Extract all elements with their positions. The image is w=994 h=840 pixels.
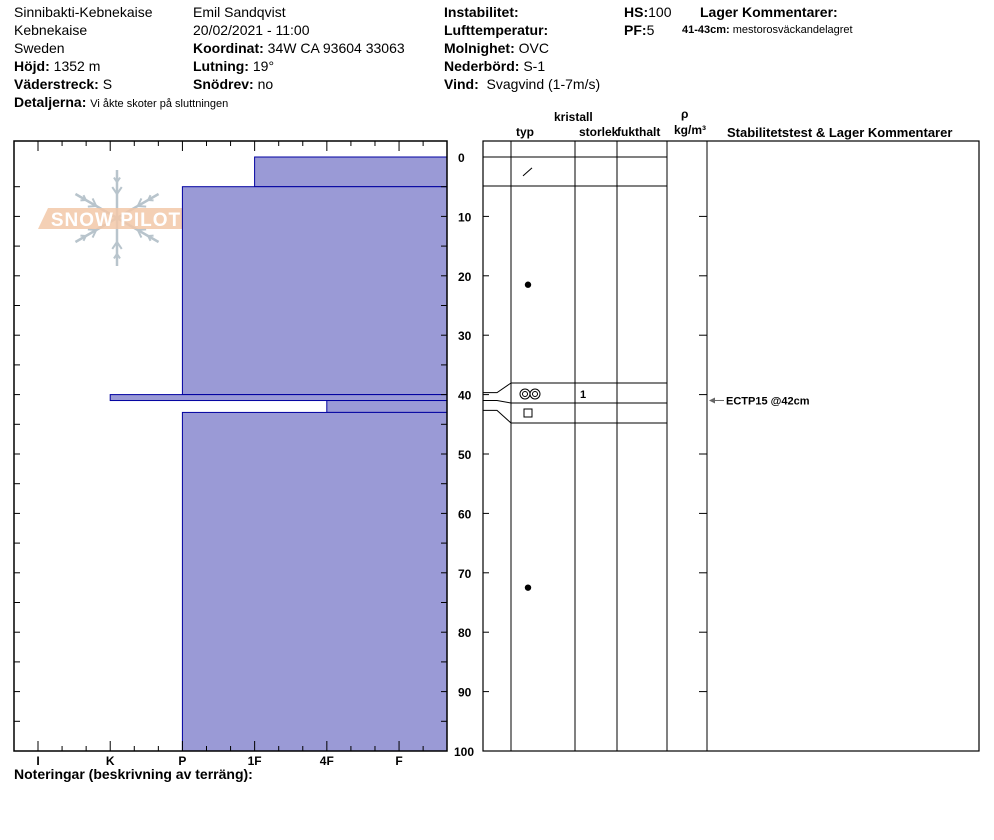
hardness-layer-bar [254,156,448,188]
wind: Vind: Svagvind (1-7m/s) [444,76,601,92]
header-size: storlek [579,125,619,139]
snowflake-branch [91,197,98,207]
hardness-label: P [178,754,186,768]
snowflake-branch [87,228,97,231]
layer-comments-label: Lager Kommentarer: [700,4,838,20]
location: Sinnibakti-Kebnekaise [14,4,153,20]
hardness-label: 1F [248,754,262,768]
snowflake-branch [113,253,118,260]
country: Sweden [14,40,65,56]
header-moisture: fukthalt [617,125,661,139]
layer-connector-line [483,409,512,424]
layer-connector-line [483,400,512,404]
details: Detaljerna: Vi åkte skoter på sluttninge… [14,94,229,110]
melt-forms-icon [519,388,541,400]
hardness-layer-bar [181,411,448,752]
slope: Lutning: 19° [193,58,275,74]
hardness-label: F [395,754,402,768]
depth-label: 70 [458,567,472,581]
depth-label: 0 [458,151,465,165]
ring [519,388,531,400]
ring [529,388,541,400]
airtemp-label: Lufttemperatur: [444,22,549,38]
layer-connector-line [483,382,512,394]
rounded-grains-icon [524,584,532,591]
snowflake-branch [91,229,98,239]
observer: Emil Sandqvist [193,4,286,20]
depth-label: 50 [458,448,472,462]
depth-label: 90 [458,686,472,700]
grain-size: 1 [580,389,586,401]
hardness-layer-bar [326,400,448,413]
snowflake-branch [116,176,121,183]
header-density-unit: kg/m³ [674,123,707,137]
snowflake-branch [116,241,123,250]
depth-label: 10 [458,210,472,224]
header-type: typ [516,125,534,139]
layer-comment: 41-43cm: mestorosväckandelagret [682,24,853,36]
header-stability: Stabilitetstest & Lager Kommentarer [727,125,953,140]
arrow-head-icon [709,397,715,404]
snowflake-branch [136,197,143,207]
region: Kebnekaise [14,22,88,38]
faceted-crystals-icon [523,408,533,418]
snowflake-branch [137,228,147,231]
header-crystal: kristall [554,110,593,124]
depth-label: 40 [458,389,472,403]
header-rho: ρ [681,107,689,121]
snowflake-branch [137,205,147,208]
snowflake-branch [136,229,143,239]
hardness-label: I [36,754,39,768]
coordinate: Koordinat: 34W CA 93604 33063 [193,40,405,56]
hardness-label: K [106,754,115,768]
depth-label: 20 [458,270,472,284]
hardness-label: 4F [320,754,334,768]
hs: HS:100 [624,4,672,20]
datetime: 20/02/2021 - 11:00 [193,22,310,38]
sky: Molnighet: OVC [444,40,549,56]
logo-banner [38,208,195,229]
depth-label: 30 [458,329,472,343]
precipitation-particles-icon [522,167,533,177]
notes-label: Noteringar (beskrivning av terräng): [14,766,253,782]
snowflake-branch [147,235,152,242]
snowflake-branch [111,241,118,250]
depth-label: 80 [458,626,472,640]
stability-test-label: ECTP15 @42cm [726,395,810,407]
elevation: Höjd: 1352 m [14,58,101,74]
pf: PF:5 [624,22,655,38]
snowflake-branch [116,186,123,195]
drift: Snödrev: no [193,76,274,92]
aspect: Väderstreck: S [14,76,113,92]
precip: Nederbörd: S-1 [444,58,546,74]
layer-table-frame [482,140,980,752]
snowflake-branch [82,194,87,201]
rounded-grains-icon [524,281,532,288]
snowflake-branch [87,205,97,208]
snowpilot-logo: SNOW PILOT [38,170,195,266]
snowflake-branch [111,186,118,195]
depth-label: 60 [458,507,472,521]
hardness-layer-bar [181,186,448,396]
ring [532,391,538,397]
depth-label: 100 [454,745,474,759]
ring [522,391,528,397]
logo-text: SNOW PILOT [51,210,181,231]
instability-label: Instabilitet: [444,4,519,20]
hardness-layer-bar [109,394,448,402]
